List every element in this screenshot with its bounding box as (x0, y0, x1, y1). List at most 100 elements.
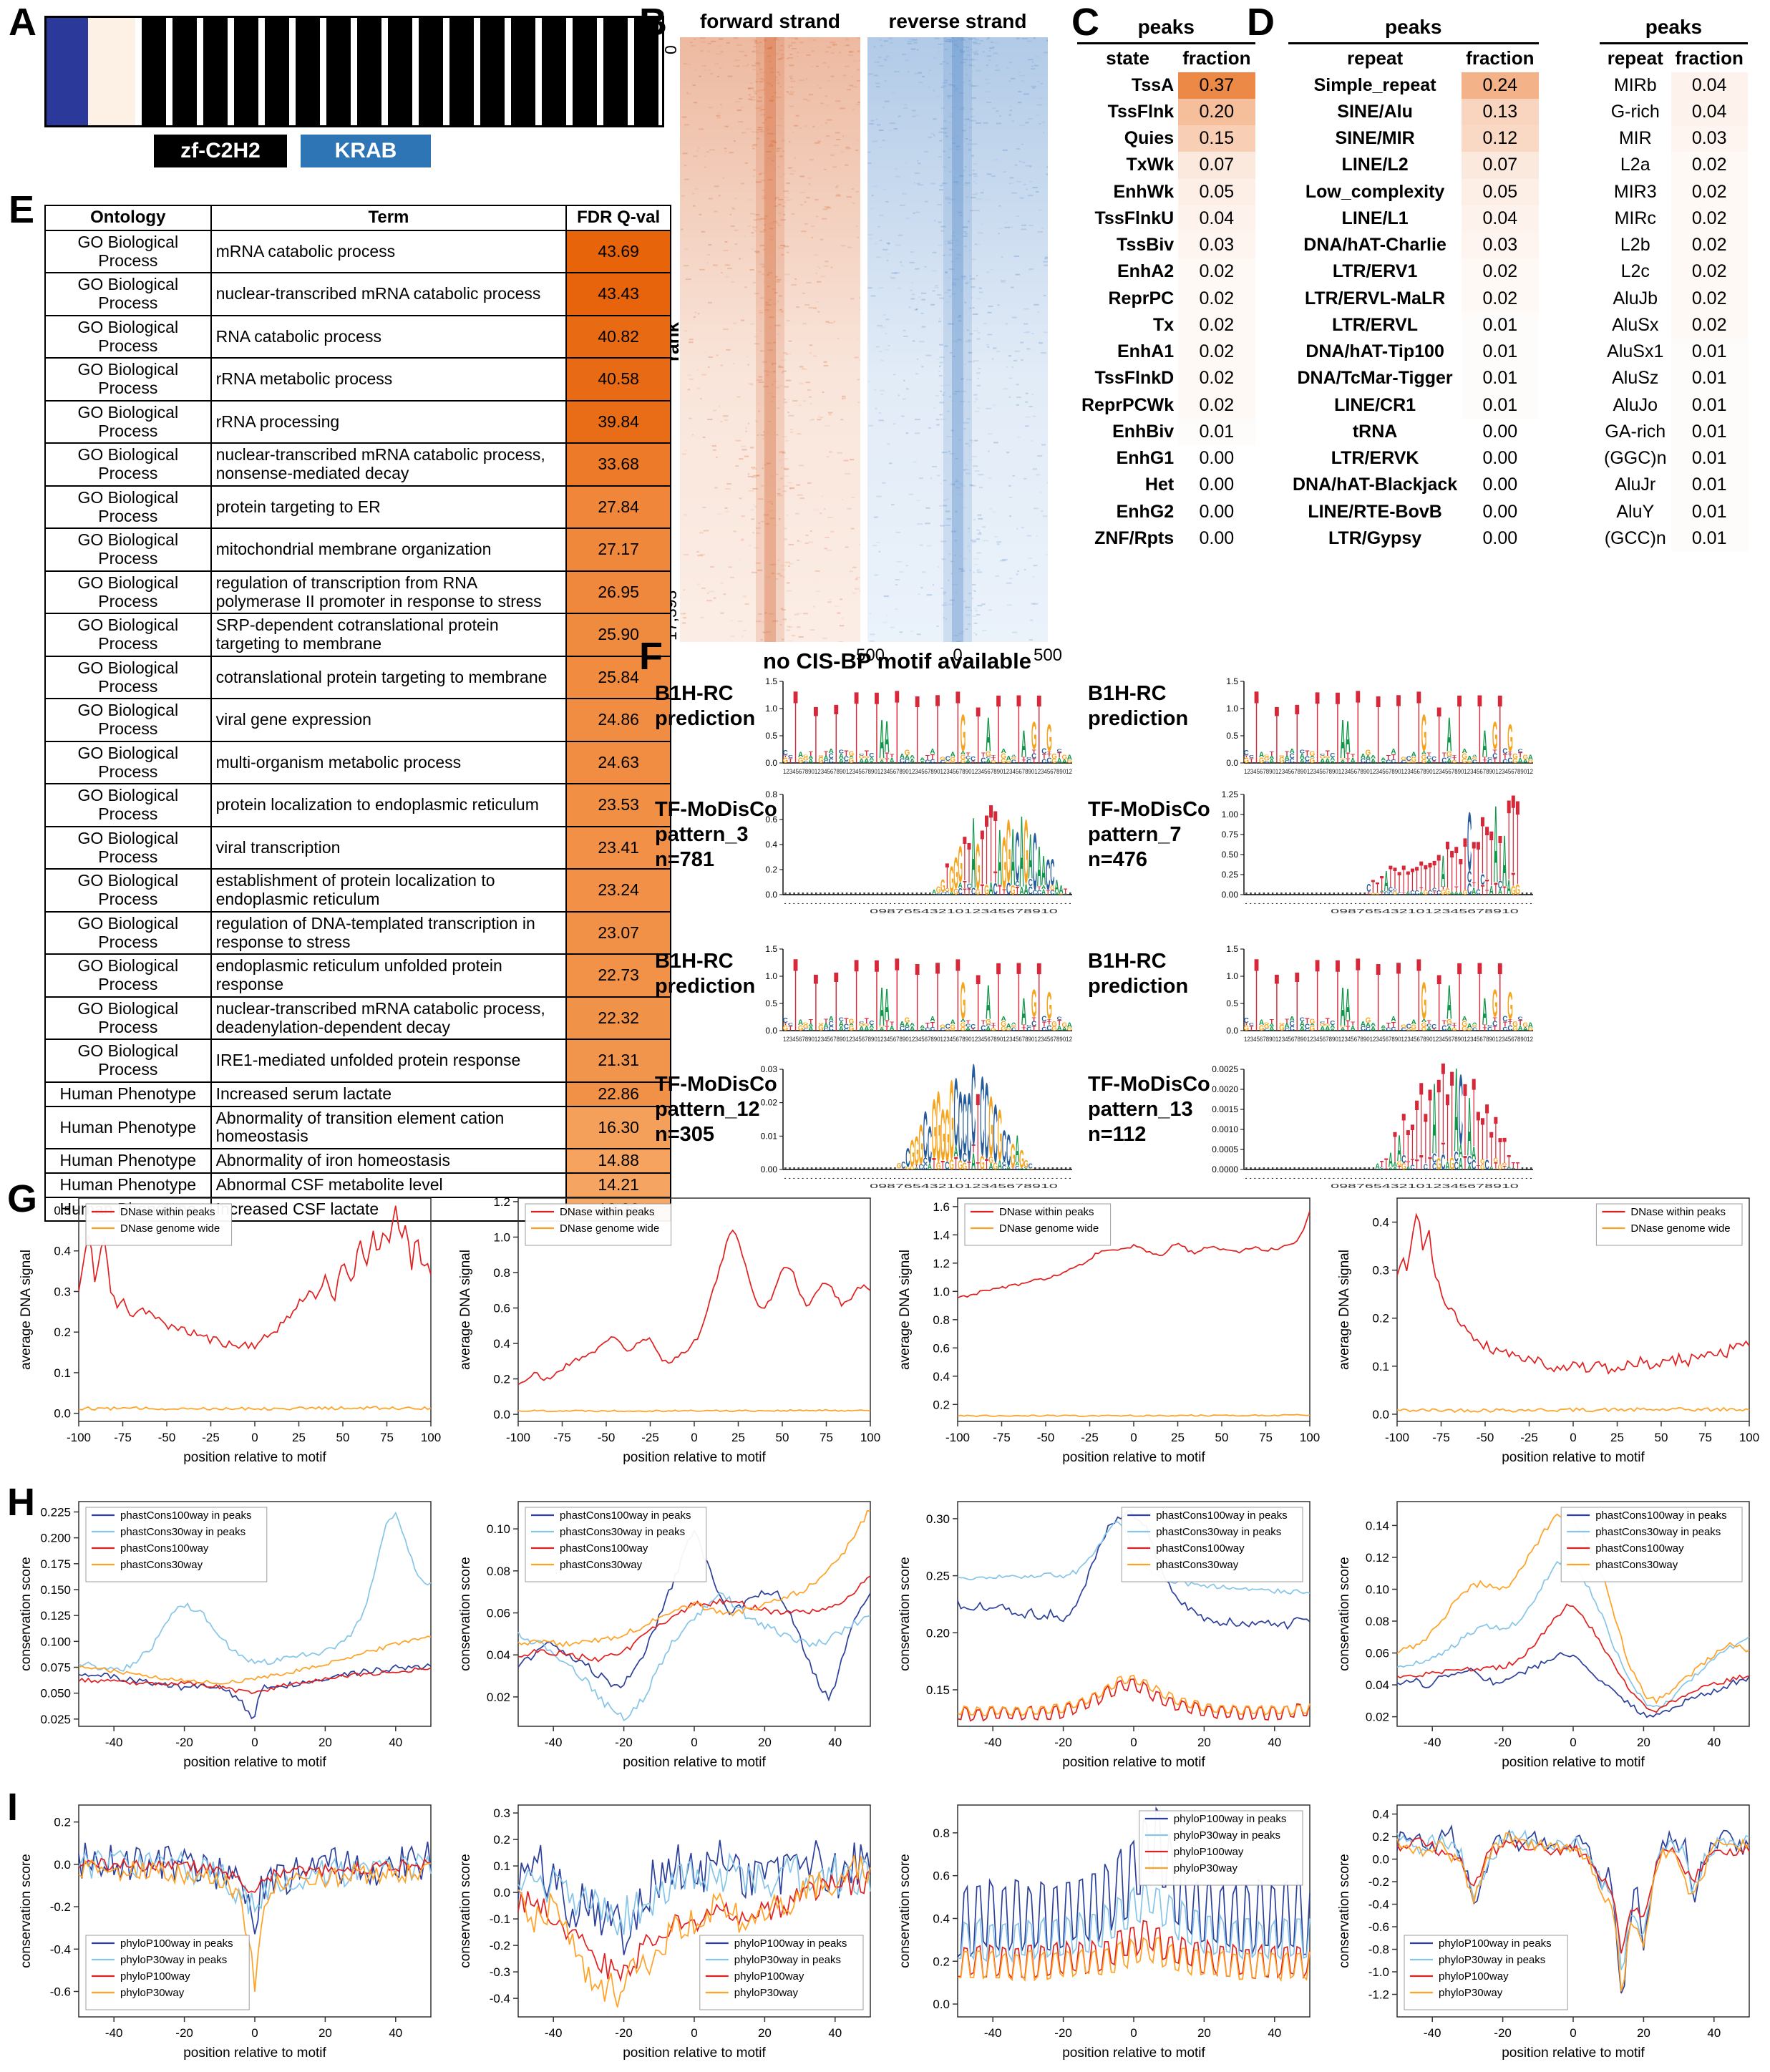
svg-text:0.02: 0.02 (1366, 1711, 1389, 1724)
svg-text:C: C (905, 1026, 910, 1032)
svg-text:20: 20 (318, 2026, 332, 2040)
svg-text:0.00: 0.00 (761, 1164, 778, 1174)
svg-text:T: T (1396, 676, 1401, 780)
svg-text:A: A (1001, 747, 1007, 754)
fraction-cell: 0.01 (1671, 472, 1748, 498)
table-row: TssFlnkD 0.02 (1077, 365, 1255, 392)
svg-text:T: T (1508, 1018, 1512, 1023)
svg-text:-0.2: -0.2 (50, 1900, 71, 1914)
svg-text:1.0: 1.0 (765, 971, 777, 981)
table-row: GO Biological Process protein localizatio… (44, 783, 671, 827)
svg-text:T: T (966, 1020, 971, 1025)
svg-text:T: T (824, 1018, 828, 1024)
svg-text:T: T (1457, 943, 1462, 1048)
svg-text:G: G (1507, 717, 1513, 760)
svg-text:C: C (930, 758, 935, 764)
svg-text:0.4: 0.4 (1372, 1808, 1389, 1821)
svg-text:A: A (989, 1162, 993, 1172)
svg-text:T: T (1398, 1165, 1401, 1171)
svg-text:T: T (945, 855, 949, 896)
svg-text:C: C (1320, 1021, 1326, 1023)
svg-text:T: T (895, 943, 899, 1048)
svg-text:0.4: 0.4 (493, 1337, 510, 1351)
svg-text:A: A (966, 758, 971, 764)
svg-text:T: T (1406, 1160, 1410, 1169)
svg-text:G: G (1279, 756, 1285, 765)
svg-text:G: G (1310, 757, 1316, 765)
fraction-cell: 0.02 (1671, 285, 1748, 312)
forward-strand-heatmap (680, 37, 865, 646)
svg-text:G: G (1406, 1028, 1411, 1031)
svg-text:..............................: ........................................… (783, 898, 1072, 906)
svg-text:T: T (915, 944, 920, 1048)
svg-text:T: T (1441, 1139, 1446, 1157)
fraction-cell: 0.01 (1178, 419, 1255, 445)
svg-text:T: T (1463, 822, 1467, 906)
svg-text:G: G (940, 1024, 945, 1029)
svg-text:T: T (1485, 810, 1489, 895)
svg-text:1.5: 1.5 (1226, 944, 1238, 954)
modisco-logo-svg: 0.00.20.40.60.8A CG CG CGT AG GG CAG TTT TCT CA GG… (765, 782, 1072, 915)
name-cell: SINE/MIR (1335, 128, 1415, 148)
svg-text:G: G (1340, 1026, 1346, 1028)
table-row: LTR/ERV1 0.02 (1288, 258, 1539, 286)
fraction-cell: 0.02 (1178, 311, 1255, 339)
svg-text:C: C (1015, 817, 1019, 896)
table-row: LINE/RTE-BovB 0.00 (1288, 499, 1539, 525)
heatmap-y-top-label: 0 (661, 45, 680, 54)
table-row: GO Biological Process mRNA catabolic proc… (44, 229, 671, 274)
svg-text:G: G (976, 888, 981, 897)
name-cell: MIRc (1614, 208, 1656, 228)
svg-text:T: T (925, 754, 930, 761)
svg-text:0.0: 0.0 (493, 1408, 510, 1421)
svg-text:A: A (1446, 758, 1452, 764)
svg-text:G: G (950, 761, 955, 764)
zinc-finger-box (296, 18, 320, 125)
svg-text:T: T (1002, 888, 1006, 897)
fraction-cell: 0.02 (1462, 285, 1539, 312)
svg-text:T: T (1427, 752, 1431, 757)
table-row: MIR3 0.02 (1600, 178, 1748, 205)
svg-text:A: A (823, 1022, 828, 1030)
svg-text:0.100: 0.100 (40, 1635, 71, 1648)
b1h-prediction-label: B1H-RC prediction (1088, 950, 1189, 998)
svg-text:A: A (1489, 882, 1494, 897)
svg-text:C: C (1011, 1026, 1016, 1032)
svg-text:T: T (1016, 676, 1021, 780)
term-cell: viral transcription (210, 825, 568, 870)
svg-text:0.175: 0.175 (40, 1557, 71, 1571)
svg-text:G: G (949, 1157, 954, 1173)
svg-text:A: A (1021, 724, 1026, 765)
svg-text:G: G (818, 756, 824, 765)
svg-text:T: T (1452, 754, 1457, 758)
svg-text:T: T (967, 832, 971, 896)
svg-text:T: T (1419, 855, 1423, 897)
svg-text:G: G (1046, 985, 1052, 1028)
svg-text:G: G (1050, 884, 1055, 891)
svg-text:G: G (864, 1023, 870, 1026)
svg-text:G: G (949, 858, 954, 900)
svg-text:C: C (925, 1027, 930, 1032)
svg-text:G: G (1498, 1163, 1503, 1171)
svg-text:G: G (803, 1023, 809, 1029)
svg-text:C: C (1467, 1154, 1472, 1167)
svg-text:A: A (1011, 811, 1015, 902)
svg-text:A: A (1361, 1020, 1366, 1027)
svg-text:G: G (940, 1094, 945, 1176)
svg-text:G: G (1028, 1168, 1033, 1169)
name-cell: LINE/L1 (1341, 208, 1409, 228)
fraction-cell: 0.00 (1199, 527, 1235, 548)
svg-text:G: G (961, 973, 966, 1031)
svg-text:A: A (859, 758, 864, 764)
svg-text:T: T (981, 815, 984, 901)
svg-text:T: T (1032, 758, 1036, 764)
svg-text:C: C (1406, 755, 1411, 763)
name-cell: EnhBiv (1112, 421, 1175, 442)
svg-text:G: G (1401, 757, 1406, 762)
table-row: LINE/CR1 0.01 (1288, 392, 1539, 419)
name-cell: Het (1144, 475, 1175, 495)
svg-text:T: T (885, 1025, 889, 1033)
name-cell: Simple_repeat (1313, 74, 1436, 95)
svg-text:1.5: 1.5 (765, 944, 777, 954)
